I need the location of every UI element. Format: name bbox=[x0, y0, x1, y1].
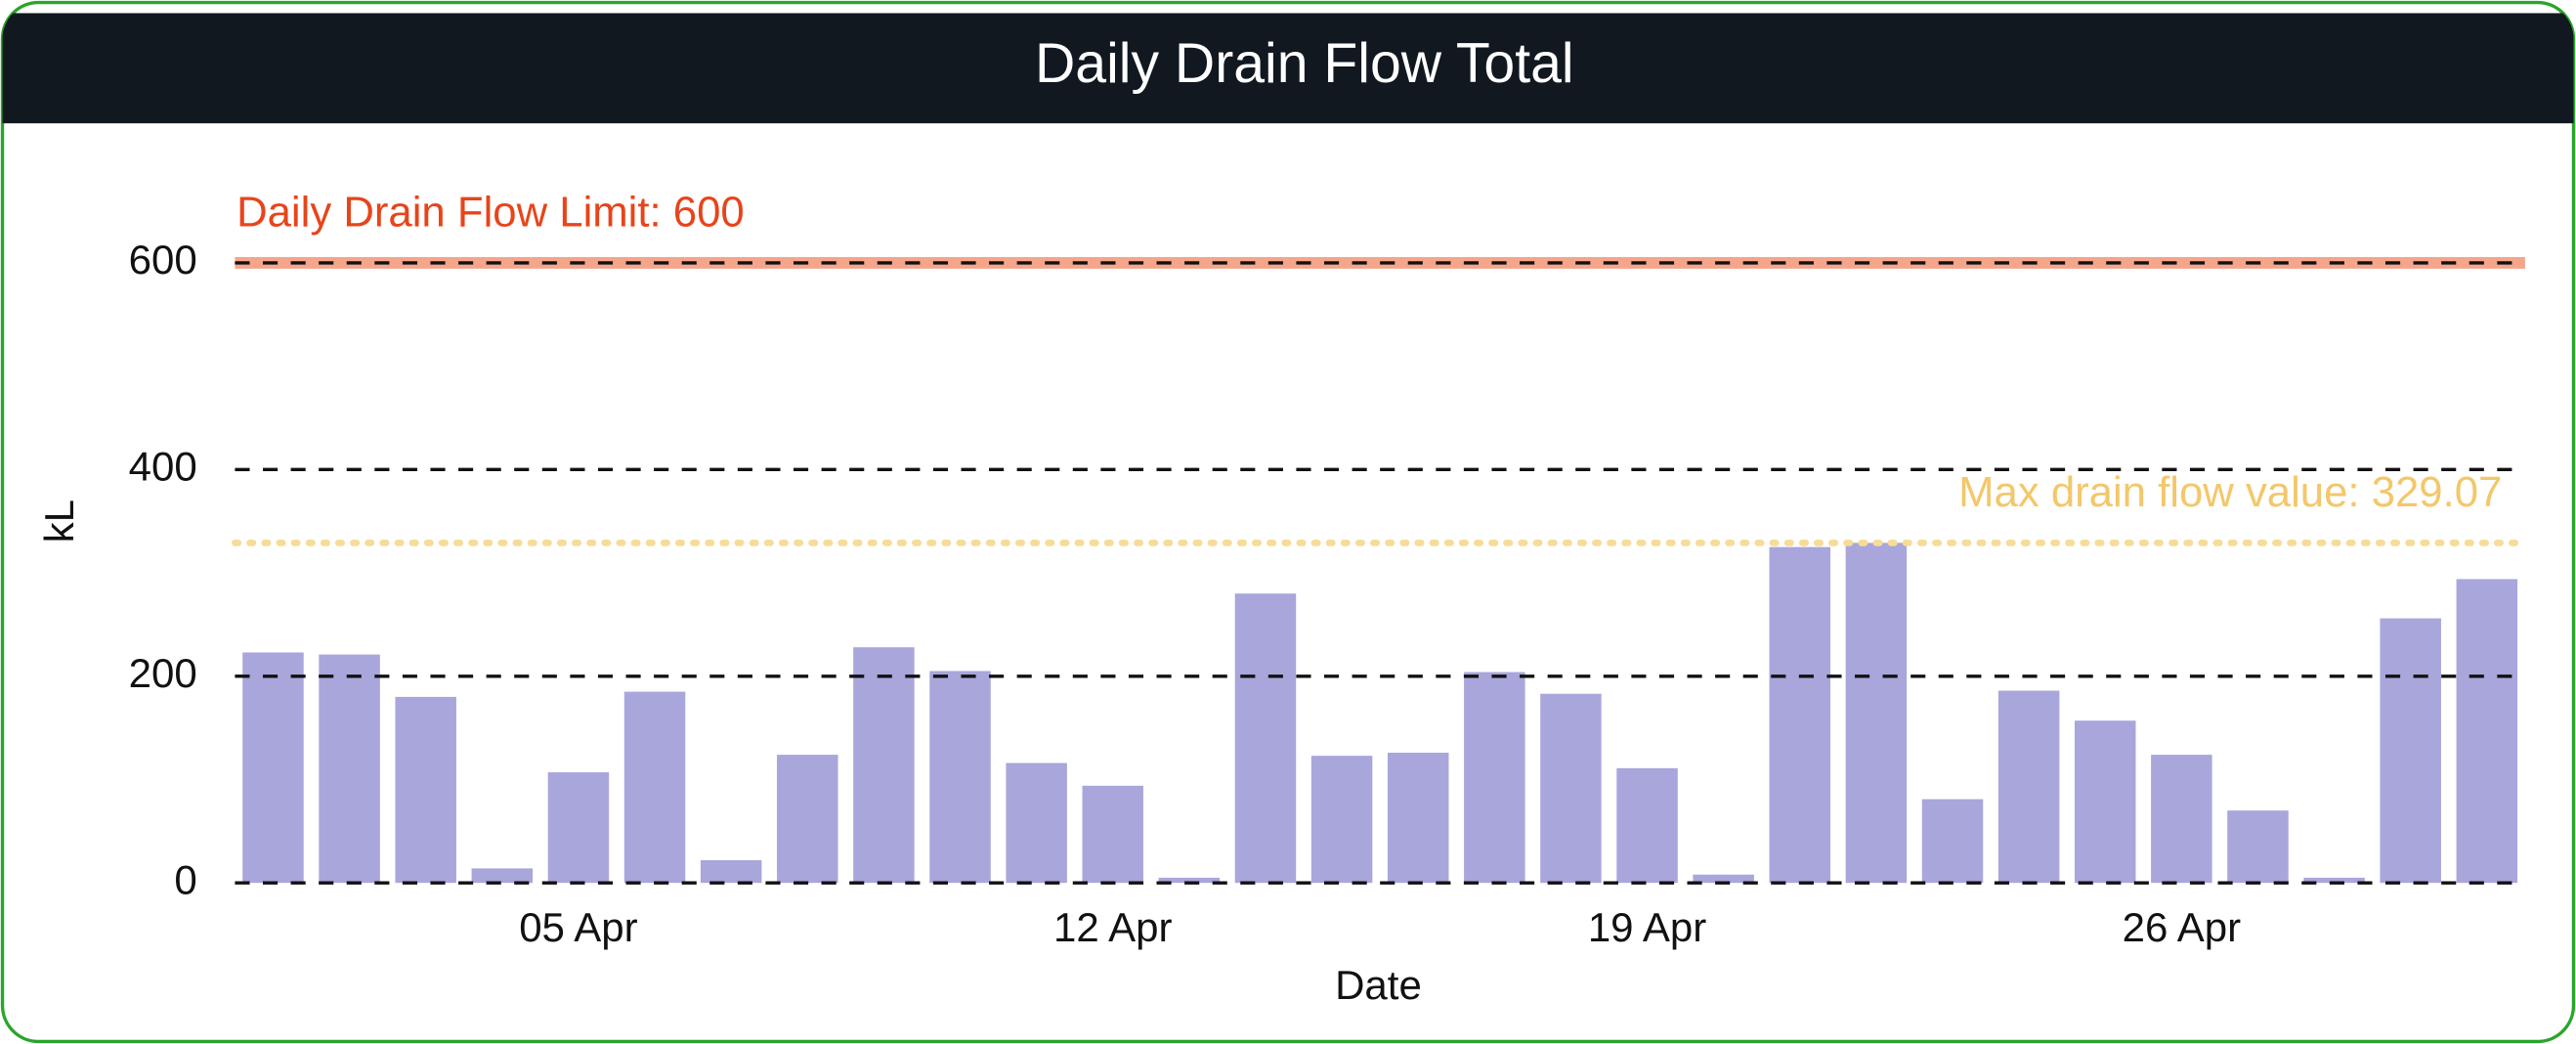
bar bbox=[1310, 756, 1373, 884]
bar bbox=[700, 859, 762, 884]
bar bbox=[1921, 799, 1984, 884]
limit-label: Daily Drain Flow Limit: 600 bbox=[236, 189, 745, 237]
bar bbox=[2380, 618, 2441, 884]
bar bbox=[1006, 762, 1067, 884]
y-tick-label: 400 bbox=[129, 443, 197, 489]
bar bbox=[2456, 579, 2518, 884]
bar bbox=[1845, 543, 1908, 884]
bar bbox=[1082, 785, 1143, 884]
x-tick-label: 12 Apr bbox=[1053, 904, 1172, 950]
bar bbox=[929, 671, 991, 884]
bar bbox=[623, 691, 686, 884]
y-axis-label: kL bbox=[36, 500, 82, 543]
bar bbox=[2075, 720, 2136, 884]
bar bbox=[1997, 690, 2060, 884]
bar bbox=[1234, 593, 1297, 884]
bar bbox=[2303, 877, 2365, 884]
bar bbox=[777, 755, 838, 884]
x-tick-label: 05 Apr bbox=[519, 904, 637, 950]
y-tick-label: 600 bbox=[129, 237, 197, 283]
bar bbox=[547, 772, 610, 884]
bar bbox=[853, 647, 915, 884]
bar bbox=[319, 654, 380, 884]
bar bbox=[1158, 877, 1221, 884]
y-tick-label: 0 bbox=[174, 856, 196, 902]
bar bbox=[242, 652, 304, 884]
x-tick-label: 26 Apr bbox=[2123, 904, 2241, 950]
x-axis-label: Date bbox=[1335, 962, 1422, 1008]
bar bbox=[1616, 767, 1678, 884]
bar bbox=[1693, 874, 1754, 884]
bar bbox=[395, 696, 456, 884]
bar bbox=[2151, 755, 2212, 884]
bar bbox=[1540, 693, 1602, 884]
bar bbox=[471, 868, 534, 884]
bar bbox=[1464, 672, 1525, 884]
bar bbox=[1387, 752, 1449, 884]
y-tick-label: 200 bbox=[129, 650, 197, 696]
bar bbox=[1769, 546, 1831, 884]
chart-title: Daily Drain Flow Total bbox=[1035, 32, 1574, 95]
header bbox=[2, 13, 2574, 124]
x-tick-label: 19 Apr bbox=[1588, 904, 1706, 950]
max-label: Max drain flow value: 329.07 bbox=[1958, 468, 2502, 516]
bar bbox=[2227, 810, 2289, 884]
